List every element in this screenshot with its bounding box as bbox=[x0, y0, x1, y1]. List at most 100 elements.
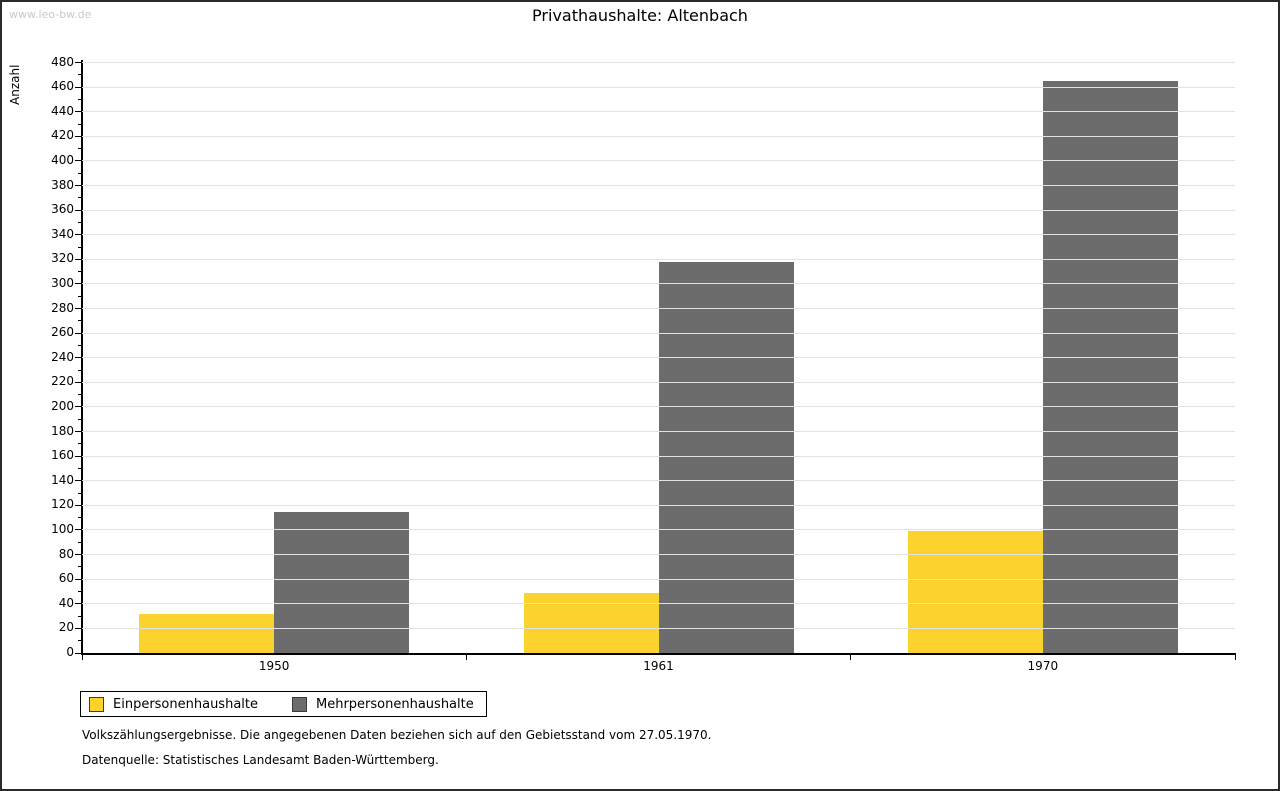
y-tick-label: 60 bbox=[58, 571, 74, 586]
y-gridline bbox=[82, 258, 1235, 260]
y-tick-minor bbox=[78, 615, 82, 617]
y-tick-minor bbox=[78, 640, 82, 642]
y-tick-label: 180 bbox=[51, 423, 74, 438]
x-tick bbox=[81, 655, 83, 660]
y-tick-label: 460 bbox=[51, 79, 74, 94]
y-gridline bbox=[82, 308, 1235, 310]
y-gridline bbox=[82, 381, 1235, 383]
y-tick-label: 100 bbox=[51, 521, 74, 536]
y-gridline bbox=[82, 431, 1235, 433]
bar-einpersonenhaushalte-1961 bbox=[523, 592, 659, 653]
y-gridline bbox=[82, 111, 1235, 113]
y-gridline bbox=[82, 185, 1235, 187]
y-gridline bbox=[82, 406, 1235, 408]
y-tick-label: 420 bbox=[51, 128, 74, 143]
x-tick bbox=[465, 655, 467, 660]
x-category-label: 1950 bbox=[258, 659, 290, 673]
y-tick-label: 320 bbox=[51, 251, 74, 266]
y-tick-minor bbox=[78, 295, 82, 297]
y-tick-label: 40 bbox=[58, 595, 74, 610]
y-tick-minor bbox=[78, 221, 82, 223]
y-tick-major bbox=[75, 308, 82, 310]
x-category-label: 1961 bbox=[643, 659, 674, 673]
y-tick-label: 400 bbox=[51, 152, 74, 167]
x-axis-line bbox=[81, 653, 1236, 655]
watermark: www.leo-bw.de bbox=[9, 8, 92, 21]
y-tick-label: 240 bbox=[51, 349, 74, 364]
y-tick-major bbox=[75, 578, 82, 580]
y-gridline bbox=[82, 603, 1235, 605]
y-tick-major bbox=[75, 185, 82, 187]
legend-item-einpersonenhaushalte: Einpersonenhaushalte bbox=[89, 696, 258, 712]
x-tick bbox=[850, 655, 852, 660]
y-tick-minor bbox=[78, 517, 82, 519]
y-axis-title: Anzahl bbox=[8, 64, 22, 105]
y-tick-minor bbox=[78, 590, 82, 592]
y-gridline bbox=[82, 504, 1235, 506]
bar-einpersonenhaushalte-1970 bbox=[907, 531, 1043, 653]
y-tick-minor bbox=[78, 320, 82, 322]
bar-einpersonenhaushalte-1950 bbox=[139, 613, 275, 653]
y-tick-major bbox=[75, 86, 82, 88]
legend-label-einpersonenhaushalte: Einpersonenhaushalte bbox=[113, 696, 258, 712]
y-tick-label: 300 bbox=[51, 275, 74, 290]
y-tick-major bbox=[75, 652, 82, 654]
y-tick-minor bbox=[78, 394, 82, 396]
y-gridline bbox=[82, 160, 1235, 162]
y-gridline bbox=[82, 283, 1235, 285]
y-tick-label: 160 bbox=[51, 448, 74, 463]
y-tick-label: 440 bbox=[51, 103, 74, 118]
y-gridline bbox=[82, 62, 1235, 63]
y-tick-major bbox=[75, 62, 82, 63]
y-tick-major bbox=[75, 135, 82, 137]
legend-swatch-einpersonenhaushalte bbox=[89, 696, 104, 712]
x-tick bbox=[1234, 655, 1236, 660]
y-tick-major bbox=[75, 160, 82, 162]
legend-label-mehrpersonenhaushalte: Mehrpersonenhaushalte bbox=[316, 696, 474, 712]
y-tick-minor bbox=[78, 123, 82, 125]
y-tick-minor bbox=[78, 344, 82, 346]
y-tick-major bbox=[75, 480, 82, 482]
y-tick-minor bbox=[78, 467, 82, 469]
y-tick-major bbox=[75, 111, 82, 113]
y-tick-minor bbox=[78, 369, 82, 371]
y-gridline bbox=[82, 529, 1235, 531]
y-tick-label: 280 bbox=[51, 300, 74, 315]
footer-note-data-source: Datenquelle: Statistisches Landesamt Bad… bbox=[82, 753, 439, 767]
y-gridline bbox=[82, 480, 1235, 482]
footer-note-source-status: Volkszählungsergebnisse. Die angegebenen… bbox=[82, 728, 712, 742]
y-tick-major bbox=[75, 381, 82, 383]
y-gridline bbox=[82, 554, 1235, 556]
y-tick-minor bbox=[78, 271, 82, 273]
y-tick-label: 340 bbox=[51, 226, 74, 241]
y-gridline bbox=[82, 357, 1235, 359]
y-tick-major bbox=[75, 234, 82, 236]
bar-mehrpersonenhaushalte-1950 bbox=[274, 511, 410, 653]
y-gridline bbox=[82, 455, 1235, 457]
y-gridline bbox=[82, 86, 1235, 88]
y-gridline bbox=[82, 627, 1235, 629]
y-gridline bbox=[82, 332, 1235, 334]
y-tick-label: 380 bbox=[51, 177, 74, 192]
y-tick-major bbox=[75, 258, 82, 260]
y-tick-major bbox=[75, 554, 82, 556]
y-gridline bbox=[82, 135, 1235, 137]
y-tick-major bbox=[75, 603, 82, 605]
y-tick-minor bbox=[78, 541, 82, 543]
y-tick-label: 120 bbox=[51, 497, 74, 512]
y-tick-label: 20 bbox=[58, 620, 74, 635]
y-tick-minor bbox=[78, 246, 82, 248]
x-category-label: 1970 bbox=[1027, 659, 1059, 673]
y-tick-label: 360 bbox=[51, 202, 74, 217]
legend-item-mehrpersonenhaushalte: Mehrpersonenhaushalte bbox=[292, 696, 474, 712]
y-tick-major bbox=[75, 283, 82, 285]
y-gridline bbox=[82, 209, 1235, 211]
y-gridline bbox=[82, 234, 1235, 236]
y-tick-major bbox=[75, 332, 82, 334]
y-tick-major bbox=[75, 431, 82, 433]
y-gridline bbox=[82, 578, 1235, 580]
y-tick-major bbox=[75, 357, 82, 359]
y-tick-label: 140 bbox=[51, 472, 74, 487]
y-tick-minor bbox=[78, 74, 82, 76]
